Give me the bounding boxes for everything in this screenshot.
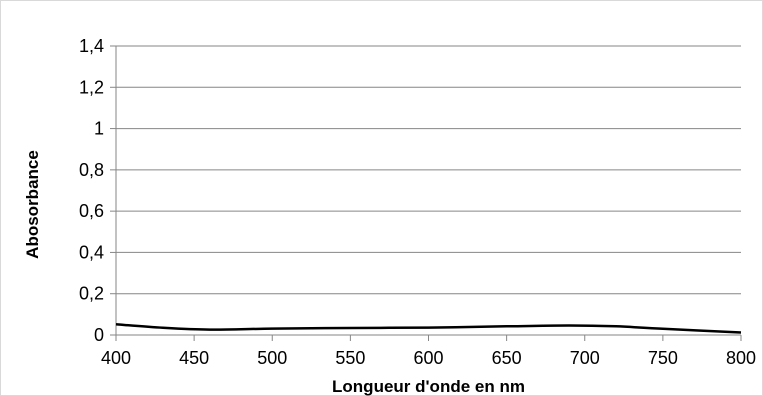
- y-tick-label: 0,2: [79, 284, 104, 304]
- grid-layer: [110, 45, 742, 341]
- x-tick-label: 750: [648, 348, 678, 368]
- x-tick-label: 550: [335, 348, 365, 368]
- y-tick-label: 0: [94, 325, 104, 345]
- x-tick-label: 650: [492, 348, 522, 368]
- y-tick-label: 1,2: [79, 77, 104, 97]
- series-layer: [115, 323, 742, 334]
- x-tick-label: 800: [726, 348, 756, 368]
- y-tick-label: 1: [94, 119, 104, 139]
- x-axis-title: Longueur d'onde en nm: [332, 377, 525, 396]
- y-tick-label: 1,4: [79, 36, 104, 56]
- x-tick-label: 450: [179, 348, 209, 368]
- y-tick-label: 0,6: [79, 201, 104, 221]
- y-tick-labels: 0 0,2 0,4 0,6 0,8 1 1,2 1,4: [79, 36, 104, 345]
- x-tick-label: 600: [413, 348, 443, 368]
- y-tick-label: 0,4: [79, 242, 104, 262]
- absorbance-series-line: [115, 323, 742, 334]
- x-tick-label: 500: [257, 348, 287, 368]
- x-tick-label: 400: [101, 348, 131, 368]
- y-tick-label: 0,8: [79, 160, 104, 180]
- y-axis-title: Abosorbance: [23, 150, 42, 259]
- x-tick-labels: 400 450 500 550 600 650 700 750 800: [101, 348, 756, 368]
- x-tick-label: 700: [570, 348, 600, 368]
